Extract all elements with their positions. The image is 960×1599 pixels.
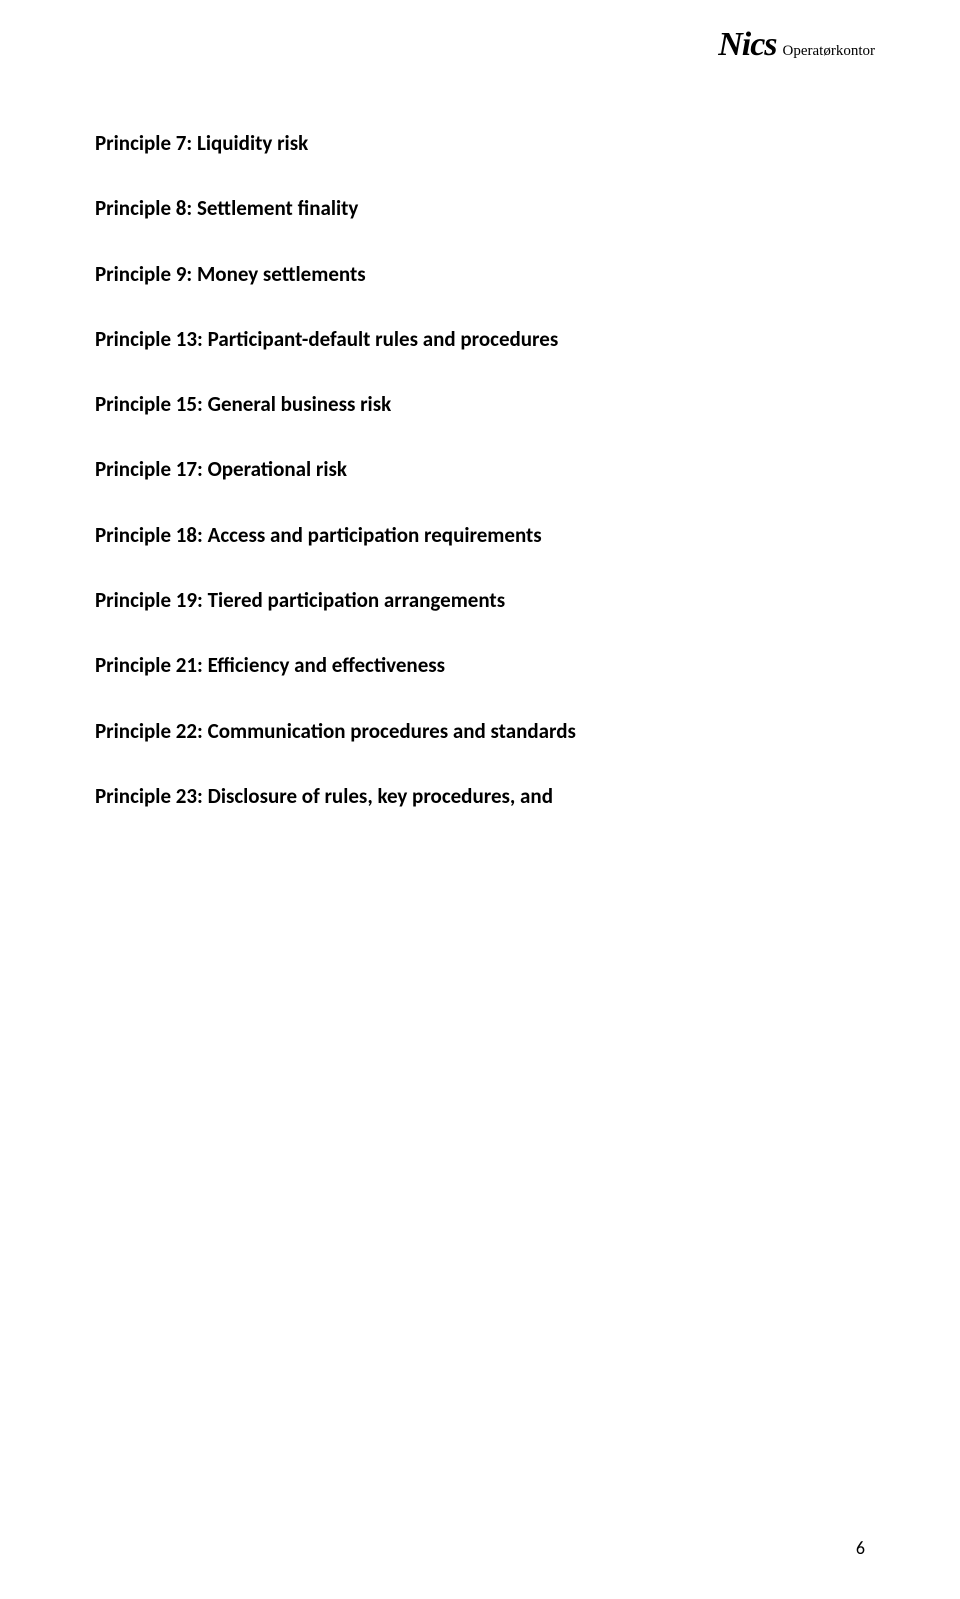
principle-item: Principle 22: Communication procedures a… (95, 718, 865, 745)
logo-script-text: Nics (718, 28, 776, 62)
principle-item: Principle 9: Money settlements (95, 261, 865, 288)
principle-item: Principle 23: Disclosure of rules, key p… (95, 783, 865, 810)
principle-item: Principle 13: Participant-default rules … (95, 326, 865, 353)
page-number: 6 (856, 1537, 865, 1559)
principle-item: Principle 7: Liquidity risk (95, 130, 865, 157)
logo-sub-text: Operatørkontor (783, 43, 875, 60)
page-header: Nics Operatørkontor (718, 28, 875, 62)
principle-item: Principle 15: General business risk (95, 391, 865, 418)
principle-item: Principle 8: Settlement finality (95, 195, 865, 222)
document-page: Nics Operatørkontor Principle 7: Liquidi… (0, 0, 960, 1599)
principles-list: Principle 7: Liquidity risk Principle 8:… (95, 130, 865, 810)
principle-item: Principle 21: Efficiency and effectivene… (95, 652, 865, 679)
principle-item: Principle 18: Access and participation r… (95, 522, 865, 549)
principle-item: Principle 19: Tiered participation arran… (95, 587, 865, 614)
principle-item: Principle 17: Operational risk (95, 456, 865, 483)
